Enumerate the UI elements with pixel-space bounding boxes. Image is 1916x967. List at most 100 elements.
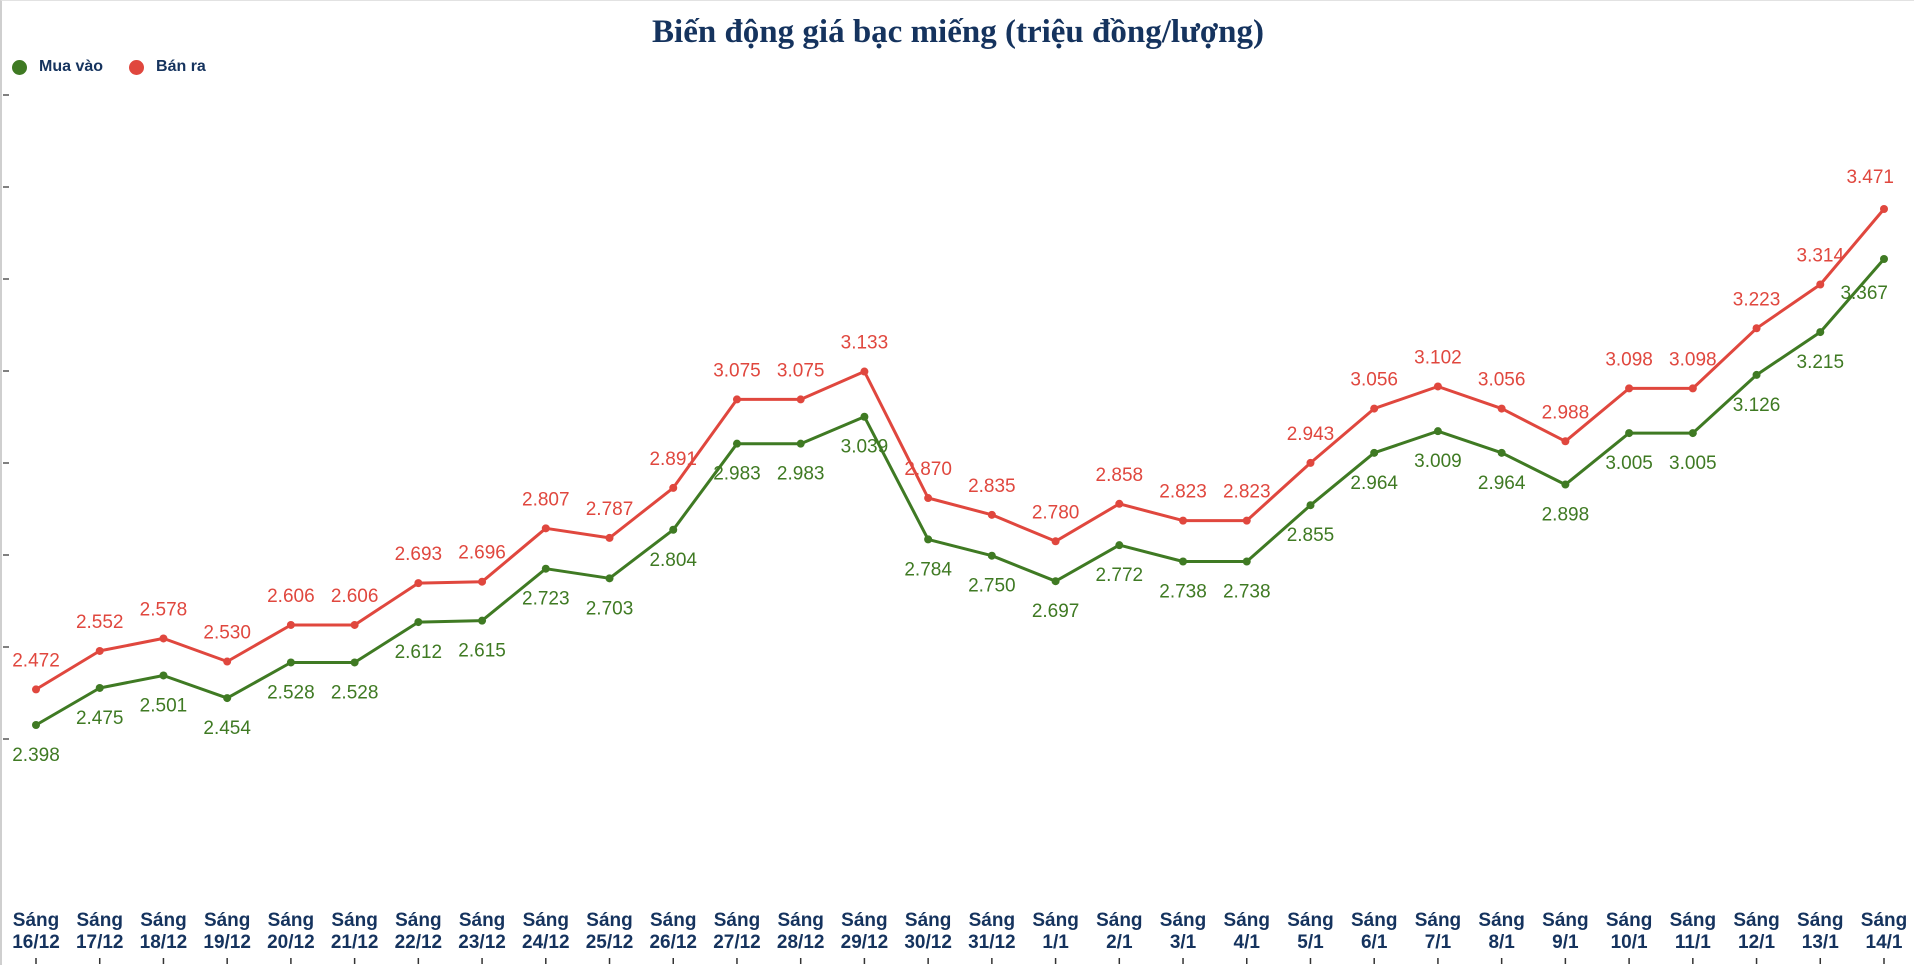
legend-marker-sell-icon	[129, 59, 145, 75]
x-tick-label-29-line1: Sáng	[1861, 910, 1907, 931]
data-label-buy-3: 2.454	[203, 718, 251, 739]
x-tick-label-14-line2: 30/12	[904, 932, 952, 953]
x-tick-label-6-line1: Sáng	[395, 910, 441, 931]
data-point-sell-27	[1752, 324, 1761, 333]
x-tick-label-2-line1: Sáng	[140, 910, 186, 931]
data-point-sell-17	[1115, 499, 1124, 508]
x-tick-label-21-line1: Sáng	[1351, 910, 1397, 931]
x-tick-label-3-line1: Sáng	[204, 910, 250, 931]
x-tick-label-8-line1: Sáng	[523, 910, 569, 931]
x-tick-label-23-line1: Sáng	[1478, 910, 1524, 931]
data-label-sell-8: 2.807	[522, 489, 570, 510]
legend-label-sell: Bán ra	[156, 58, 206, 75]
x-tick-label-7-line2: 23/12	[458, 932, 506, 953]
x-tick-label-29-line2: 14/1	[1866, 932, 1903, 953]
data-point-sell-24	[1561, 437, 1570, 446]
data-point-buy-25	[1625, 429, 1634, 438]
data-point-sell-7	[478, 577, 487, 586]
x-tick-label-13-line1: Sáng	[841, 910, 887, 931]
data-label-buy-23: 2.964	[1478, 473, 1526, 494]
data-label-sell-23: 3.056	[1478, 370, 1526, 391]
x-tick-label-21-line2: 6/1	[1361, 932, 1388, 953]
data-point-buy-7	[478, 616, 487, 625]
legend: Mua vào Bán ra	[12, 58, 232, 76]
data-label-sell-11: 3.075	[713, 360, 761, 381]
data-label-sell-29: 3.471	[1846, 167, 1894, 188]
x-tick-label-20-line2: 5/1	[1297, 932, 1324, 953]
x-tick-label-5-line2: 21/12	[331, 932, 379, 953]
data-point-sell-18	[1179, 516, 1188, 525]
series-line-buy	[35, 258, 1886, 727]
data-label-buy-4: 2.528	[267, 682, 315, 703]
data-label-sell-6: 2.693	[395, 544, 443, 565]
data-point-sell-14	[924, 494, 933, 503]
data-label-sell-13: 3.133	[841, 333, 889, 354]
data-point-buy-13	[860, 412, 869, 421]
chart-title: Biến động giá bạc miếng (triệu đồng/lượn…	[652, 14, 1264, 50]
data-label-sell-24: 2.988	[1542, 402, 1590, 423]
data-point-buy-2	[159, 671, 168, 680]
data-point-sell-22	[1433, 382, 1442, 391]
x-tick-label-4-line2: 20/12	[267, 932, 315, 953]
x-tick-label-1-line1: Sáng	[76, 910, 122, 931]
data-point-sell-21	[1370, 404, 1379, 413]
x-tick-label-10-line2: 26/12	[649, 932, 697, 953]
x-tick-label-7-line1: Sáng	[459, 910, 505, 931]
x-tick-label-17-line2: 2/1	[1106, 932, 1133, 953]
data-label-sell-26: 3.098	[1669, 349, 1717, 370]
legend-item-sell[interactable]: Bán ra	[129, 58, 206, 76]
data-point-sell-13	[860, 367, 869, 376]
x-tick-label-25-line2: 10/1	[1611, 932, 1648, 953]
x-tick-label-19-line2: 4/1	[1234, 932, 1261, 953]
data-point-buy-0	[32, 721, 40, 729]
data-point-buy-15	[987, 551, 996, 560]
data-point-buy-24	[1561, 480, 1570, 489]
data-label-sell-20: 2.943	[1287, 424, 1335, 445]
x-tick-label-26-line1: Sáng	[1670, 910, 1716, 931]
data-point-buy-27	[1752, 370, 1761, 379]
data-point-sell-3	[223, 657, 232, 666]
x-tick-label-22-line1: Sáng	[1415, 910, 1461, 931]
data-point-sell-4	[286, 620, 295, 629]
data-point-buy-21	[1370, 448, 1379, 457]
data-label-sell-9: 2.787	[586, 499, 634, 520]
data-label-buy-2: 2.501	[140, 695, 188, 716]
data-point-sell-9	[605, 533, 614, 542]
data-label-sell-7: 2.696	[458, 543, 506, 564]
data-label-sell-14: 2.870	[904, 459, 952, 480]
data-label-buy-18: 2.738	[1159, 581, 1207, 602]
data-label-sell-28: 3.314	[1797, 246, 1845, 267]
data-point-buy-18	[1179, 557, 1188, 566]
legend-item-buy[interactable]: Mua vào	[12, 58, 103, 76]
data-point-sell-8	[541, 524, 550, 533]
data-label-sell-21: 3.056	[1350, 370, 1398, 391]
data-label-sell-25: 3.098	[1605, 349, 1653, 370]
data-label-sell-4: 2.606	[267, 586, 315, 607]
data-label-buy-1: 2.475	[76, 708, 124, 729]
data-label-buy-5: 2.528	[331, 682, 379, 703]
x-tick-label-27-line2: 12/1	[1738, 932, 1775, 953]
x-tick-label-25-line1: Sáng	[1606, 910, 1652, 931]
x-tick-label-24-line1: Sáng	[1542, 910, 1588, 931]
x-tick-label-0-line2: 16/12	[12, 932, 60, 953]
data-point-sell-23	[1497, 404, 1506, 413]
x-tick-label-3-line2: 19/12	[203, 932, 251, 953]
data-label-sell-22: 3.102	[1414, 347, 1462, 368]
data-label-sell-12: 3.075	[777, 360, 825, 381]
legend-label-buy: Mua vào	[39, 58, 104, 75]
data-label-buy-17: 2.772	[1096, 565, 1144, 586]
x-tick-label-12-line1: Sáng	[777, 910, 823, 931]
data-label-buy-16: 2.697	[1032, 601, 1080, 622]
data-point-buy-19	[1242, 557, 1251, 566]
data-point-sell-25	[1625, 384, 1634, 393]
x-tick-label-15-line1: Sáng	[969, 910, 1015, 931]
data-label-sell-10: 2.891	[649, 449, 697, 470]
data-point-sell-5	[350, 620, 359, 629]
data-label-buy-19: 2.738	[1223, 581, 1271, 602]
data-point-buy-22	[1433, 427, 1442, 436]
data-point-sell-29	[1880, 205, 1888, 213]
x-tick-label-18-line2: 3/1	[1170, 932, 1197, 953]
data-point-buy-9	[605, 574, 614, 583]
data-point-sell-12	[796, 395, 805, 404]
x-tick-label-5-line1: Sáng	[331, 910, 377, 931]
